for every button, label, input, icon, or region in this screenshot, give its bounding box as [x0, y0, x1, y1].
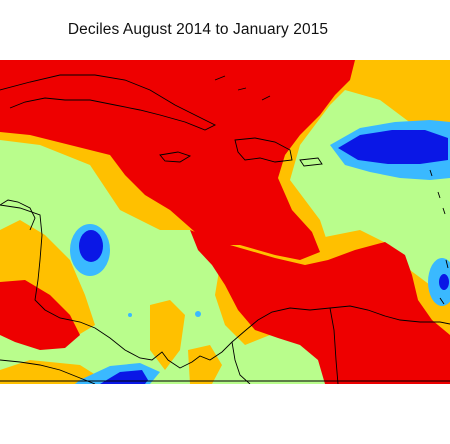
very-much-below-average-regions [79, 130, 449, 384]
very-much-above-average-regions [0, 60, 450, 384]
decile-map [0, 60, 450, 384]
coastlines [0, 74, 450, 384]
map-title: Deciles August 2014 to January 2015 [67, 21, 329, 38]
